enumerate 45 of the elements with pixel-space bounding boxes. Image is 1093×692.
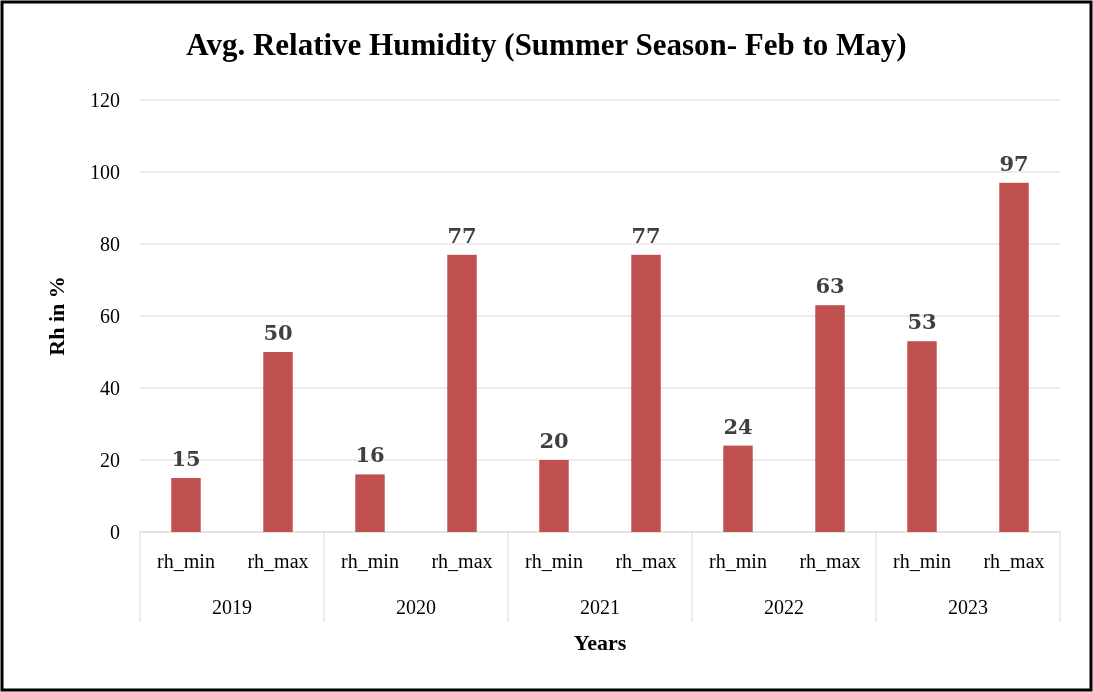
- chart-title: Avg. Relative Humidity (Summer Season- Feb to May): [186, 27, 907, 62]
- bar: [723, 445, 753, 532]
- bar: [815, 305, 845, 532]
- text: 2022: [764, 596, 804, 618]
- text: 2021: [580, 596, 620, 618]
- x-tick-label: rh_max: [799, 550, 861, 572]
- data-label: 53: [907, 309, 937, 335]
- text: 2020: [396, 596, 436, 618]
- x-tick-label: rh_max: [431, 550, 493, 572]
- x-tick-label: rh_max: [615, 550, 677, 572]
- bar: [999, 182, 1029, 532]
- data-label: 15: [171, 446, 201, 471]
- bar: [447, 254, 477, 532]
- x-tick-label: rh_min: [525, 550, 583, 572]
- bar: [907, 341, 937, 532]
- x-tick-label: rh_max: [983, 550, 1045, 572]
- y-tick-label: 80: [100, 233, 120, 255]
- y-axis-title: Rh in %: [44, 276, 69, 356]
- x-tick-label: rh_min: [341, 550, 399, 572]
- data-label: 77: [631, 222, 661, 248]
- text: 2023: [948, 596, 988, 618]
- data-label: 50: [263, 320, 293, 345]
- bar: [631, 254, 661, 532]
- y-tick-label: 100: [90, 161, 120, 183]
- data-label: 77: [447, 222, 477, 248]
- y-tick-label: 60: [100, 305, 120, 327]
- y-tick-label: 20: [100, 449, 120, 471]
- x-tick-label: rh_max: [247, 550, 309, 572]
- y-tick-label: 120: [90, 89, 120, 111]
- x-tick-label: rh_min: [157, 550, 215, 572]
- y-tick-label: 0: [110, 521, 120, 543]
- y-tick-label: 40: [100, 377, 120, 399]
- bar: [263, 352, 293, 532]
- data-label: 97: [999, 150, 1029, 176]
- x-axis-title: Years: [573, 630, 627, 655]
- bar: [539, 460, 569, 532]
- text: 2019: [212, 596, 252, 618]
- bar: [171, 478, 201, 532]
- data-label: 63: [815, 273, 845, 299]
- x-tick-label: rh_min: [709, 550, 767, 572]
- x-tick-label: rh_min: [893, 550, 951, 572]
- data-label: 20: [539, 428, 569, 453]
- data-label: 24: [723, 413, 753, 439]
- data-label: 16: [355, 442, 385, 468]
- bar: [355, 474, 385, 532]
